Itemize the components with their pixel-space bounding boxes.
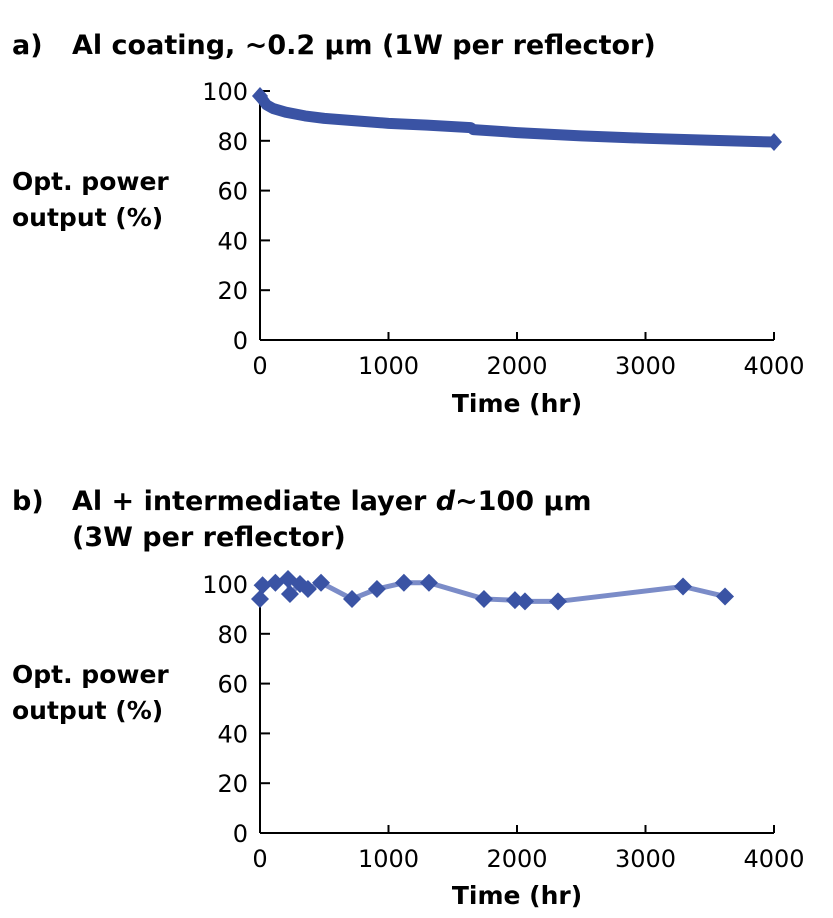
panel-a-label: a) [12, 30, 43, 61]
panel-b-ylabel-2: output (%) [12, 696, 163, 725]
series-line [255, 92, 775, 148]
series-line [257, 575, 726, 604]
x-tick-label: 2000 [486, 352, 547, 380]
data-point [280, 584, 299, 603]
data-point [367, 579, 386, 598]
data-point [298, 579, 317, 598]
x-tick-label: 3000 [615, 845, 676, 873]
data-point [253, 576, 272, 595]
x-tick-label: 1000 [358, 845, 419, 873]
data-point [674, 577, 693, 596]
title-part-italic: d [436, 486, 456, 517]
y-tick-label: 100 [202, 78, 248, 106]
y-tick-label: 60 [217, 178, 248, 206]
data-point [716, 587, 735, 606]
data-point [419, 573, 438, 592]
y-tick-label: 60 [217, 671, 248, 699]
y-tick-label: 20 [217, 770, 248, 798]
data-point [343, 589, 362, 608]
y-tick-label: 80 [217, 128, 248, 156]
panel-a-ylabel-1: Opt. power [12, 167, 169, 196]
data-point [766, 133, 782, 152]
y-tick-label: 0 [233, 327, 248, 355]
panel-b-title-line1: Al + intermediate layer d~100 µm [72, 486, 591, 517]
x-tick-label: 0 [252, 352, 267, 380]
panel-a: a) Al coating, ~0.2 µm (1W per reflector… [12, 30, 805, 418]
title-part: ~100 µm [455, 486, 591, 517]
x-tick-label: 4000 [743, 845, 804, 873]
data-point [251, 589, 269, 608]
x-tick-label: 2000 [486, 845, 547, 873]
y-tick-label: 20 [217, 277, 248, 305]
panel-b-title-line2: (3W per reflector) [72, 522, 346, 553]
panel-b-label: b) [12, 486, 44, 517]
title-part: Al + intermediate layer [72, 486, 436, 517]
data-point [312, 573, 331, 592]
x-tick-label: 0 [252, 845, 267, 873]
panel-a-xlabel: Time (hr) [452, 389, 582, 418]
data-point [394, 573, 413, 592]
panel-b-ylabel-1: Opt. power [12, 660, 169, 689]
y-tick-label: 40 [217, 227, 248, 255]
panel-a-title: Al coating, ~0.2 µm (1W per reflector) [72, 30, 656, 61]
y-tick-label: 0 [233, 820, 248, 848]
data-point [474, 589, 493, 608]
data-point [252, 86, 268, 105]
y-tick-label: 40 [217, 720, 248, 748]
x-tick-label: 4000 [743, 352, 804, 380]
panel-b: b) Al + intermediate layer d~100 µm (3W … [12, 486, 805, 910]
data-point [515, 592, 534, 611]
x-tick-label: 1000 [358, 352, 419, 380]
panel-b-xlabel: Time (hr) [452, 881, 582, 910]
panel-a-ylabel-2: output (%) [12, 203, 163, 232]
y-tick-label: 80 [217, 621, 248, 649]
y-tick-label: 100 [202, 571, 248, 599]
data-point [548, 592, 567, 611]
x-tick-label: 3000 [615, 352, 676, 380]
